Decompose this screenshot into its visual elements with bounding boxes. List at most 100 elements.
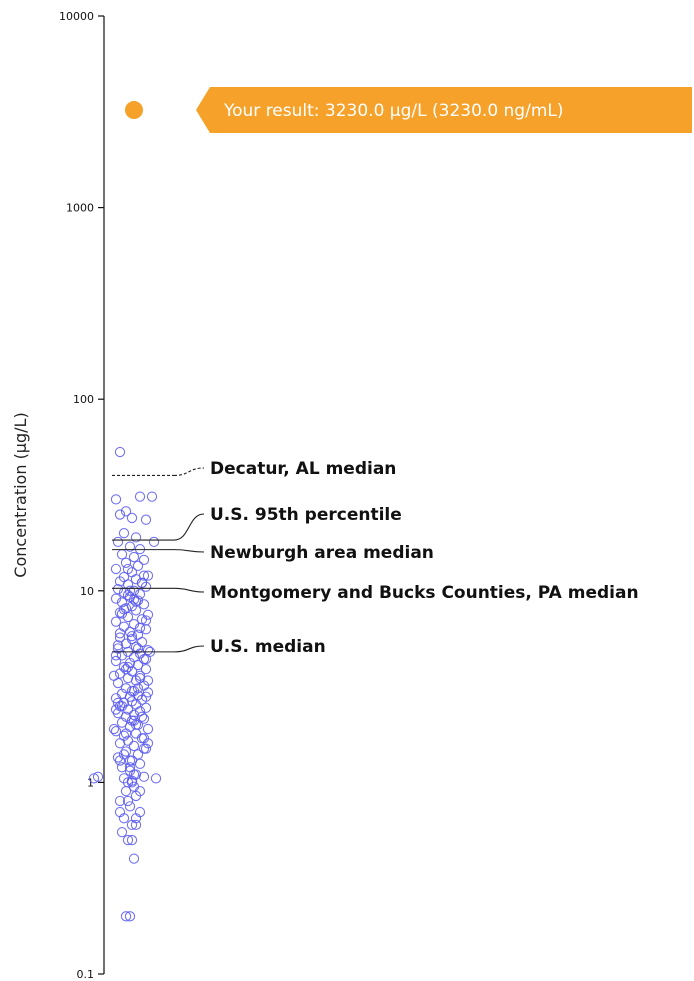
your-result: Your result: 3230.0 µg/L (3230.0 ng/mL) — [125, 87, 692, 134]
population-point — [120, 786, 132, 797]
population-point — [112, 640, 124, 651]
population-point — [140, 664, 152, 675]
population-point — [142, 675, 154, 686]
population-point — [122, 704, 134, 715]
population-point — [138, 733, 150, 744]
population-point — [128, 594, 140, 605]
reference-line-3: Montgomery and Bucks Counties, PA median — [112, 583, 639, 603]
reference-line-4: U.S. median — [112, 637, 326, 657]
population-point — [130, 719, 142, 730]
population-point — [142, 609, 154, 620]
population-point — [110, 726, 122, 737]
population-point — [116, 826, 128, 838]
population-point — [138, 554, 150, 566]
reference-label-0: Decatur, AL median — [210, 459, 396, 479]
population-point — [120, 911, 132, 922]
population-point — [122, 563, 134, 575]
population-point — [114, 632, 126, 643]
reference-line-2: Newburgh area median — [112, 543, 434, 563]
population-point — [128, 740, 140, 752]
population-point — [110, 616, 122, 627]
population-point — [122, 735, 134, 746]
population-point — [130, 813, 142, 824]
y-tick-label-1: 1 — [87, 776, 94, 789]
population-point — [116, 650, 128, 661]
population-point — [134, 786, 146, 797]
population-point — [126, 834, 138, 846]
y-axis-label: Concentration (µg/L) — [11, 412, 30, 577]
reference-line-0: Decatur, AL median — [112, 459, 396, 479]
population-point — [116, 717, 128, 728]
population-point — [138, 570, 150, 581]
population-point — [138, 743, 150, 754]
reference-leader — [173, 513, 205, 541]
y-tick-label-4: 1000 — [66, 202, 94, 215]
population-point — [110, 693, 122, 704]
population-point — [128, 853, 140, 864]
population-point — [124, 801, 136, 812]
population-point — [136, 733, 148, 744]
population-points — [88, 446, 162, 922]
population-point — [126, 777, 138, 788]
population-point — [110, 650, 122, 661]
population-point — [124, 755, 136, 766]
population-point — [132, 560, 144, 571]
population-point — [126, 685, 138, 697]
population-point — [140, 514, 152, 525]
population-point — [124, 541, 136, 552]
population-point — [124, 585, 136, 596]
population-point — [124, 691, 136, 702]
population-point — [120, 638, 132, 649]
reference-lines: Decatur, AL median U.S. 95th percentile Ne… — [112, 459, 639, 657]
population-point — [146, 491, 158, 502]
population-point — [130, 819, 142, 831]
population-point — [148, 536, 160, 548]
population-point — [132, 659, 144, 671]
population-point — [128, 551, 140, 563]
population-point — [122, 579, 134, 590]
population-point — [140, 653, 152, 665]
population-point — [128, 769, 140, 780]
population-point — [134, 491, 146, 502]
y-tick-label-0: 0.1 — [77, 968, 95, 981]
population-point — [134, 622, 146, 634]
population-point — [136, 711, 148, 722]
y-tick-label-5: 10000 — [59, 10, 94, 23]
population-point — [132, 749, 144, 760]
y-axis-ticks: 0.1 1 10 100 1000 10000 — [59, 10, 104, 981]
population-point — [138, 771, 150, 782]
y-tick-label-2: 10 — [80, 585, 94, 598]
population-point — [122, 661, 134, 673]
reference-label-4: U.S. median — [210, 637, 326, 657]
population-point — [110, 563, 122, 575]
reference-leader — [173, 549, 205, 553]
population-point — [118, 749, 130, 760]
population-point — [140, 702, 152, 713]
population-point — [110, 704, 122, 715]
reference-leader — [173, 467, 205, 476]
population-point — [132, 643, 144, 654]
population-point — [120, 557, 132, 568]
population-point — [108, 670, 120, 681]
population-point — [118, 527, 130, 539]
population-point — [122, 795, 134, 807]
population-point — [132, 595, 144, 606]
population-point — [114, 509, 126, 520]
population-point — [114, 446, 126, 458]
population-point — [140, 743, 152, 754]
population-point — [150, 773, 162, 784]
population-point — [110, 494, 122, 505]
population-point — [140, 691, 152, 702]
population-point — [118, 604, 130, 615]
population-point — [112, 584, 124, 595]
reference-leader — [173, 645, 205, 653]
your-result-point — [125, 101, 143, 120]
y-axis: 0.1 1 10 100 1000 10000 — [59, 10, 105, 981]
population-point — [120, 506, 132, 517]
population-point — [112, 752, 124, 763]
population-point — [130, 596, 142, 607]
population-point — [124, 911, 136, 922]
your-result-label: Your result: 3230.0 µg/L (3230.0 ng/mL) — [223, 101, 564, 121]
population-point — [142, 723, 154, 735]
population-point — [140, 615, 152, 626]
